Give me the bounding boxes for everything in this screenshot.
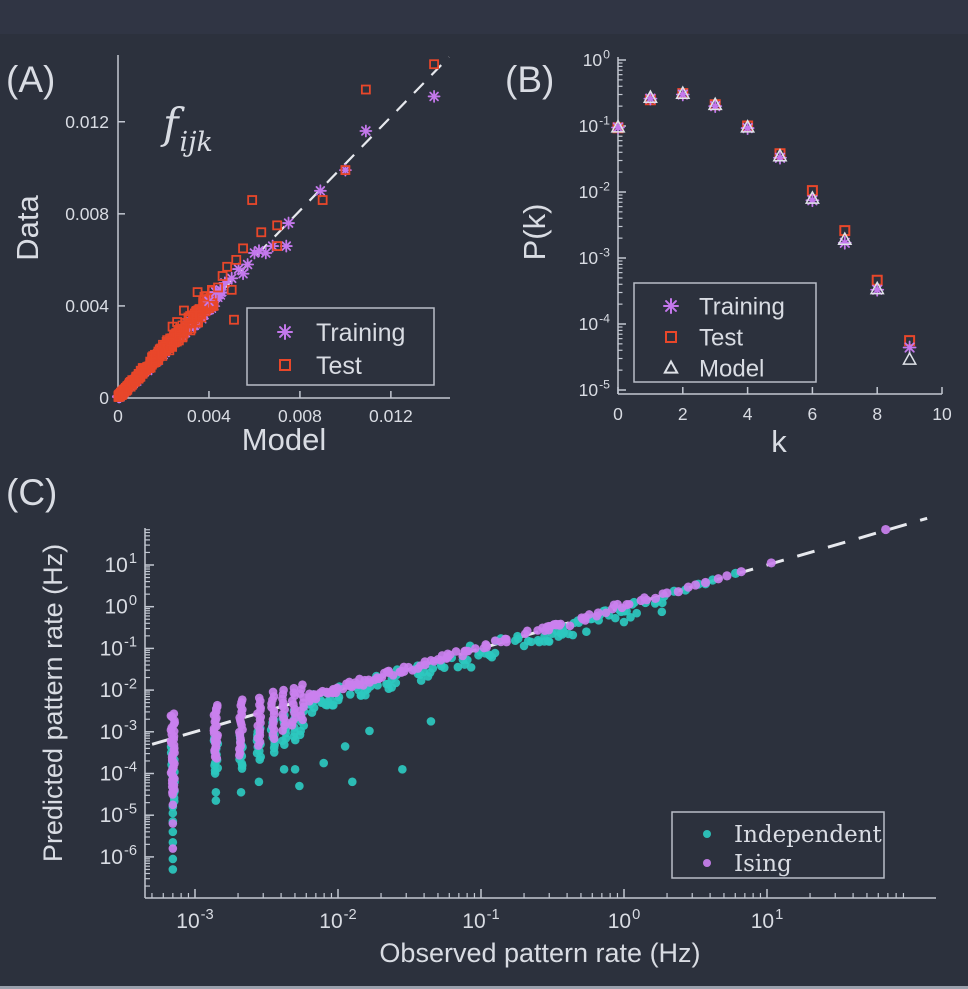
legend-label-independent: Independent: [734, 822, 883, 848]
svg-text:10-3: 10-3: [176, 907, 213, 933]
svg-text:10-3: 10-3: [579, 246, 611, 268]
svg-text:0.008: 0.008: [278, 406, 322, 426]
panel-b-ylabel: P(k): [517, 204, 552, 261]
bottom-edge-band: [0, 986, 968, 989]
panel-b-legend: Training Test Model: [633, 282, 817, 383]
svg-text:10-4: 10-4: [579, 312, 611, 334]
panel-a: (A) fijk Data Model 0 0.004 0.008 0.012 0 0.0…: [6, 55, 450, 457]
svg-text:0.012: 0.012: [65, 112, 109, 132]
panel-c-xlabel: Observed pattern rate (Hz): [379, 938, 700, 968]
panel-a-ylabel: Data: [10, 195, 45, 261]
series-test-cloud: [113, 284, 218, 402]
svg-text:10-4: 10-4: [100, 760, 137, 786]
legend-label-ising: Ising: [734, 851, 792, 877]
svg-text:101: 101: [751, 907, 784, 933]
svg-text:8: 8: [872, 404, 882, 424]
panel-c-ylabel: Predicted pattern rate (Hz): [38, 544, 68, 862]
panel-b-xlabel: k: [771, 424, 787, 459]
svg-text:100: 100: [608, 907, 641, 933]
panel-c-axes: 10-3 10-2 10-1 100 101 101 100 10-1 10-2 10-3 10-4…: [100, 528, 936, 933]
series-ising: [166, 524, 891, 853]
legend-label-test: Test: [699, 324, 743, 351]
svg-text:0.004: 0.004: [65, 296, 109, 316]
svg-text:0: 0: [99, 388, 109, 408]
svg-text:10-1: 10-1: [579, 114, 611, 136]
svg-text:101: 101: [104, 551, 137, 577]
svg-text:10-5: 10-5: [100, 801, 137, 827]
panel-b: (B) P(k) k 0 2 4 6 8 10 100 10-1 10-2 10-3 10-4 10-…: [505, 48, 952, 459]
legend-label-training: Training: [699, 293, 785, 320]
svg-text:2: 2: [678, 404, 688, 424]
panel-b-letter: (B): [505, 59, 554, 100]
svg-text:4: 4: [743, 404, 753, 424]
panel-a-xlabel: Model: [242, 422, 326, 457]
series-training-points: [202, 90, 441, 308]
svg-text:10-3: 10-3: [100, 718, 137, 744]
panel-a-plot-area: 0 0.004 0.008 0.012 0 0.004 0.008 0.012 Training…: [65, 55, 450, 426]
svg-text:6: 6: [808, 404, 818, 424]
top-edge-band: [0, 0, 968, 34]
panel-b-plot-area: 0 2 4 6 8 10 100 10-1 10-2 10-3 10-4 10-5 Training Te…: [579, 48, 952, 424]
legend-label-test: Test: [316, 352, 362, 380]
svg-text:10-6: 10-6: [100, 843, 137, 869]
svg-text:10: 10: [932, 404, 952, 424]
svg-text:100: 100: [583, 48, 610, 70]
panel-c: (C) Predicted pattern rate (Hz) Observed…: [6, 472, 936, 968]
svg-text:10-1: 10-1: [100, 635, 137, 661]
svg-text:0.012: 0.012: [369, 406, 413, 426]
svg-text:0: 0: [613, 404, 623, 424]
panel-c-letter: (C): [6, 472, 57, 513]
legend-label-model: Model: [699, 355, 764, 382]
svg-text:0.008: 0.008: [65, 204, 109, 224]
panel-c-legend: Independent Ising: [671, 811, 885, 879]
panel-b-axes: 0 2 4 6 8 10 100 10-1 10-2 10-3 10-4 10-5: [579, 48, 952, 424]
series-model: [610, 85, 918, 365]
series-test-points: [167, 59, 439, 337]
panel-a-legend: Training Test: [246, 307, 435, 386]
panel-a-title: fijk: [160, 99, 213, 158]
panel-a-axes: 0 0.004 0.008 0.012 0 0.004 0.008 0.012: [65, 55, 450, 426]
panel-a-letter: (A): [6, 59, 55, 100]
legend-label-training: Training: [316, 319, 405, 347]
panel-c-plot-area: 10-3 10-2 10-1 100 101 101 100 10-1 10-2 10-3 10-4…: [100, 516, 936, 933]
svg-text:0.004: 0.004: [187, 406, 231, 426]
svg-text:10-2: 10-2: [100, 676, 137, 702]
svg-text:100: 100: [104, 593, 137, 619]
series-independent: [166, 568, 741, 874]
svg-text:0: 0: [113, 406, 123, 426]
svg-text:10-2: 10-2: [319, 907, 356, 933]
svg-text:10-5: 10-5: [579, 378, 611, 400]
svg-text:10-2: 10-2: [579, 180, 611, 202]
svg-text:10-1: 10-1: [462, 907, 499, 933]
